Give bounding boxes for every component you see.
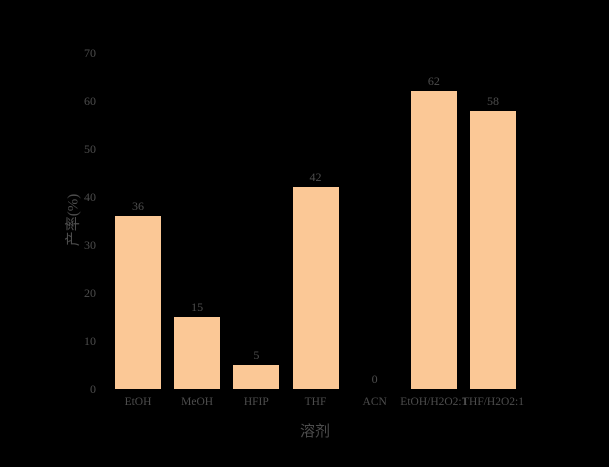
bar-value-label: 15 xyxy=(191,300,204,314)
y-tick-label: 50 xyxy=(84,142,96,156)
bar-value-label: 58 xyxy=(487,93,500,108)
y-tick-label: 60 xyxy=(84,94,96,108)
bar xyxy=(233,365,280,389)
bar-value-label: 5 xyxy=(253,348,260,362)
x-tick-label: THF xyxy=(304,396,327,408)
bar xyxy=(174,317,221,389)
y-tick-label: 70 xyxy=(84,46,96,60)
bar xyxy=(292,187,339,389)
plot-area xyxy=(103,53,548,389)
bar-value-label: 62 xyxy=(427,74,440,89)
x-axis-title: 溶剂 xyxy=(299,424,330,440)
bar xyxy=(410,91,457,389)
bar-value-label: 36 xyxy=(132,199,144,214)
x-tick-label: THF/H2O2:1 xyxy=(462,396,524,408)
bar-value-label: 42 xyxy=(309,170,322,185)
x-tick-label: EtOH/H2O2:1 xyxy=(400,396,468,408)
x-tick-label: ACN xyxy=(362,396,387,408)
x-tick-label: EtOH xyxy=(124,396,152,408)
bar-value-label: 0 xyxy=(371,372,378,386)
bar xyxy=(470,110,517,389)
x-tick-label: HFIP xyxy=(243,396,269,408)
y-tick-label: 40 xyxy=(84,190,96,204)
y-tick-label: 0 xyxy=(90,382,96,396)
bar xyxy=(115,216,161,389)
y-tick-label: 30 xyxy=(84,238,96,252)
y-tick-label: 20 xyxy=(84,286,96,300)
x-tick-label: MeOH xyxy=(181,396,214,408)
y-tick-label: 10 xyxy=(84,334,96,348)
